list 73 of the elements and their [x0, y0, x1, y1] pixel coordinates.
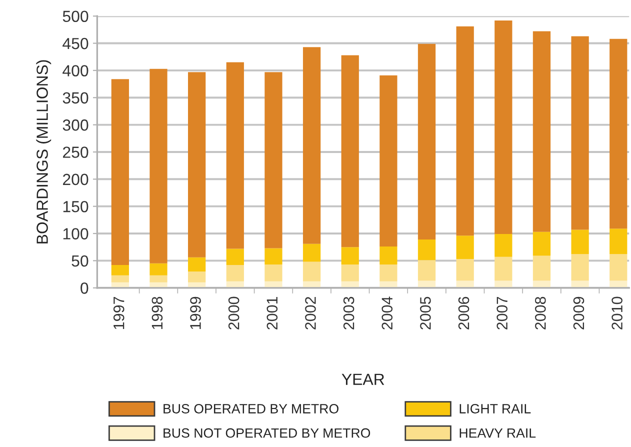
x-tick-label: 2007 [496, 296, 508, 330]
y-tick-label: 300 [62, 119, 88, 131]
x-tick-label: 2008 [535, 296, 546, 330]
bar [188, 72, 206, 258]
bar [264, 248, 282, 264]
y-tick-label: 200 [63, 174, 88, 186]
bar [380, 246, 398, 264]
bar [150, 68, 168, 264]
x-tick-label: 2001 [266, 296, 278, 330]
x-tick-label: 2000 [228, 296, 240, 330]
x-tick-label: 1997 [113, 296, 124, 330]
bar [532, 31, 551, 232]
x-tick-label: 2002 [305, 296, 316, 330]
bar [226, 265, 244, 282]
y-axis-title: BOARDINGS (MILLIONS) [36, 60, 52, 244]
bar [418, 44, 436, 240]
bar [610, 38, 628, 229]
legend-label: BUS OPERATED BY METRO [164, 404, 338, 414]
bar [302, 244, 321, 262]
x-tick-label: 2003 [343, 296, 354, 330]
legend-label: LIGHT RAIL [460, 404, 531, 414]
bar [380, 264, 398, 282]
bar [571, 230, 589, 254]
y-tick-label: 450 [62, 38, 88, 50]
y-tick-label: 400 [62, 65, 88, 76]
x-tick-label: 1999 [190, 296, 201, 330]
bar [150, 275, 168, 282]
bar [226, 62, 244, 249]
bar [494, 256, 512, 281]
legend-label: BUS NOT OPERATED BY METRO [164, 428, 370, 438]
y-tick-label: 250 [63, 146, 88, 158]
bar [264, 72, 282, 248]
bar [341, 55, 359, 248]
x-tick-label: 2005 [420, 296, 431, 330]
bar [456, 236, 474, 260]
bar [226, 248, 244, 266]
bar [111, 79, 129, 266]
bar [610, 228, 628, 254]
x-tick-label: 2006 [458, 296, 470, 330]
x-tick-label: 2004 [382, 296, 393, 330]
bar [456, 259, 474, 281]
bar [188, 272, 206, 282]
bar [456, 26, 474, 236]
y-tick-label: 100 [63, 228, 88, 240]
bar [532, 256, 551, 281]
bar [494, 234, 512, 257]
bar [571, 36, 589, 230]
bar [188, 257, 206, 272]
bar [380, 75, 398, 247]
bar [111, 265, 129, 276]
bar [111, 275, 129, 282]
bar [302, 47, 321, 244]
bar [494, 20, 512, 234]
y-tick-label: 0 [80, 282, 88, 294]
bar [341, 247, 359, 264]
y-tick-label: 500 [62, 10, 88, 22]
bar [150, 263, 168, 276]
bar [302, 262, 321, 282]
y-tick-label: 50 [72, 255, 88, 267]
bar [532, 232, 551, 256]
legend-label: HEAVY RAIL [460, 428, 536, 438]
bar [264, 264, 282, 282]
x-axis-title: YEAR [342, 374, 384, 385]
x-tick-label: 2010 [612, 296, 622, 330]
bar [610, 254, 628, 281]
x-tick-label: 2009 [573, 296, 584, 330]
bar [418, 260, 436, 281]
bar [571, 254, 589, 281]
y-tick-label: 350 [62, 92, 88, 104]
y-tick-label: 150 [63, 200, 88, 212]
bar [418, 239, 436, 260]
x-tick-label: 1998 [152, 296, 163, 330]
bar [341, 264, 359, 282]
